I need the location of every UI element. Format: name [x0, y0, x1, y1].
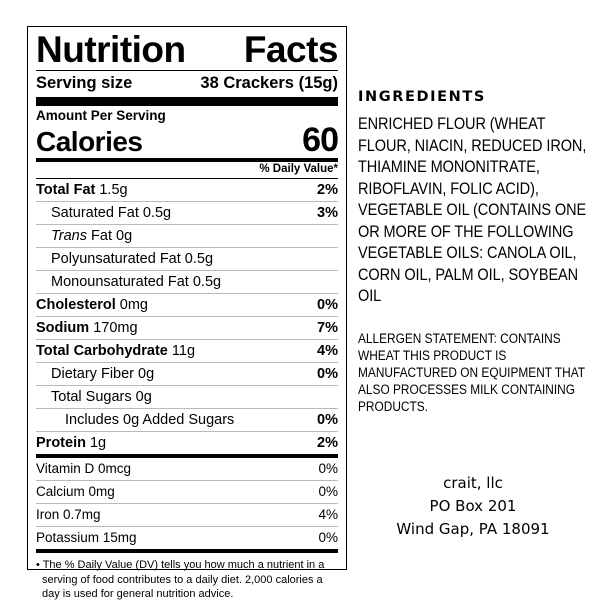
ingredients-heading: INGREDIENTS [358, 89, 486, 105]
nutrient-row: Polyunsaturated Fat 0.5g [36, 248, 338, 270]
nutrient-row-divider [36, 362, 338, 363]
nutrient-name: Saturated Fat 0.5g [51, 204, 172, 221]
nutrient-row: Total Sugars 0g [36, 386, 338, 408]
nutrient-row-divider [36, 293, 338, 294]
address-company-name: crait, llc [443, 474, 503, 492]
nutrient-name: Monounsaturated Fat 0.5g [51, 273, 222, 290]
allergen-statement: ALLERGEN STATEMENT: CONTAINS WHEAT THIS … [358, 330, 585, 414]
ingredients-panel: INGREDIENTS ENRICHED FLOUR (WHEAT FLOUR,… [358, 88, 588, 415]
nutrition-facts-panel: Nutrition Facts Serving size 38 Crackers… [27, 26, 347, 600]
nutrient-name: Dietary Fiber 0g [51, 365, 155, 382]
nutrient-row-divider [36, 408, 338, 409]
divider-under-title [36, 70, 338, 71]
divider-under-calories [36, 158, 338, 162]
micronutrient-daily-value: 0% [318, 461, 338, 476]
micronutrient-row-divider [36, 526, 338, 527]
nutrient-name: Cholesterol 0mg [36, 296, 149, 313]
micronutrient-row-divider [36, 480, 338, 481]
nutrient-row: Total Carbohydrate 11g 4% [36, 340, 338, 362]
nutrient-name: Protein 1g [36, 434, 107, 451]
micronutrient-name: Calcium 0mg [36, 484, 115, 499]
ingredients-body: ENRICHED FLOUR (WHEAT FLOUR, NIACIN, RED… [358, 115, 587, 305]
nutrient-daily-value: 0% [317, 296, 338, 313]
divider-above-nutrients [36, 178, 338, 179]
micronutrient-name: Potassium 15mg [36, 530, 137, 545]
micronutrient-name: Vitamin D 0mcg [36, 461, 132, 476]
nutrient-name: Total Sugars 0g [51, 388, 152, 405]
nutrient-name: Total Fat 1.5g [36, 181, 128, 198]
nutrient-daily-value: 2% [317, 434, 338, 451]
nutrient-daily-value: 7% [317, 319, 338, 336]
calories-value: 60 [302, 121, 339, 159]
calories-row: Calories 60 [36, 121, 339, 159]
nutrient-row: Monounsaturated Fat 0.5g [36, 271, 338, 293]
micronutrient-row: Calcium 0mg 0% [36, 481, 338, 503]
nutrient-daily-value: 3% [317, 204, 338, 221]
nutrient-row: Saturated Fat 0.5g 3% [36, 202, 338, 224]
nutrient-name: Sodium 170mg [36, 319, 138, 336]
micronutrient-row-divider [36, 503, 338, 504]
nutrient-row: Dietary Fiber 0g 0% [36, 363, 338, 385]
nutrient-row: Protein 1g 2% [36, 432, 338, 454]
amount-per-serving-label: Amount Per Serving [36, 108, 166, 123]
nutrient-row-divider [36, 201, 338, 202]
nutrient-row: Cholesterol 0mg 0% [36, 294, 338, 316]
micronutrient-daily-value: 4% [318, 507, 338, 522]
nutrient-name: Polyunsaturated Fat 0.5g [51, 250, 214, 267]
divider-thick-upper [36, 97, 338, 106]
nutrient-name: Total Carbohydrate 11g [36, 342, 196, 359]
micronutrient-rows-container: Vitamin D 0mcg 0% Calcium 0mg 0% Iron 0.7mg 4… [36, 458, 338, 549]
serving-size-label: Serving size [36, 74, 133, 92]
company-address-block: crait, llc PO Box 201 Wind Gap, PA 18091 [358, 472, 588, 541]
serving-size-row: Serving size 38 Crackers (15g) [36, 71, 338, 97]
nutrient-row-divider [36, 247, 338, 248]
calories-label: Calories [36, 126, 143, 157]
daily-value-header: % Daily Value* [259, 163, 338, 175]
divider-above-micronutrients [36, 454, 338, 458]
nutrient-row: Sodium 170mg 7% [36, 317, 338, 339]
micronutrient-row: Iron 0.7mg 4% [36, 504, 338, 526]
nutrient-name: Includes 0g Added Sugars [65, 411, 235, 428]
nutrient-row: Trans Fat 0g [36, 225, 338, 247]
nutrient-daily-value: 2% [317, 181, 338, 198]
micronutrient-daily-value: 0% [318, 530, 338, 545]
nutrient-daily-value: 0% [317, 365, 338, 382]
nutrient-row-divider [36, 431, 338, 432]
nutrient-row-divider [36, 224, 338, 225]
micronutrient-name: Iron 0.7mg [36, 507, 101, 522]
micronutrient-row: Vitamin D 0mcg 0% [36, 458, 338, 480]
nutrient-row-divider [36, 270, 338, 271]
title-word-facts: Facts [243, 29, 339, 70]
divider-above-footnote [36, 549, 338, 553]
nutrient-daily-value: 0% [317, 411, 338, 428]
nutrient-row-divider [36, 385, 338, 386]
address-po-box: PO Box 201 [429, 497, 517, 515]
nutrient-row: Includes 0g Added Sugars 0% [36, 409, 338, 431]
daily-value-footnote: • The % Daily Value (DV) tells you how m… [36, 559, 325, 600]
micronutrient-row: Potassium 15mg 0% [36, 527, 338, 549]
micronutrient-daily-value: 0% [318, 484, 338, 499]
nutrient-row-divider [36, 339, 338, 340]
nutrient-row: Total Fat 1.5g 2% [36, 179, 338, 201]
nutrient-rows-container: Total Fat 1.5g 2% Saturated Fat 0.5g 3% Tran… [36, 179, 338, 454]
nutrient-row-divider [36, 316, 338, 317]
nutrient-name: Trans Fat 0g [51, 227, 133, 244]
serving-size-value: 38 Crackers (15g) [200, 74, 338, 92]
title-word-nutrition: Nutrition [36, 29, 186, 70]
nutrient-daily-value: 4% [317, 342, 338, 359]
nutrition-facts-title: Nutrition Facts [36, 27, 339, 70]
address-city-state-zip: Wind Gap, PA 18091 [396, 520, 550, 538]
